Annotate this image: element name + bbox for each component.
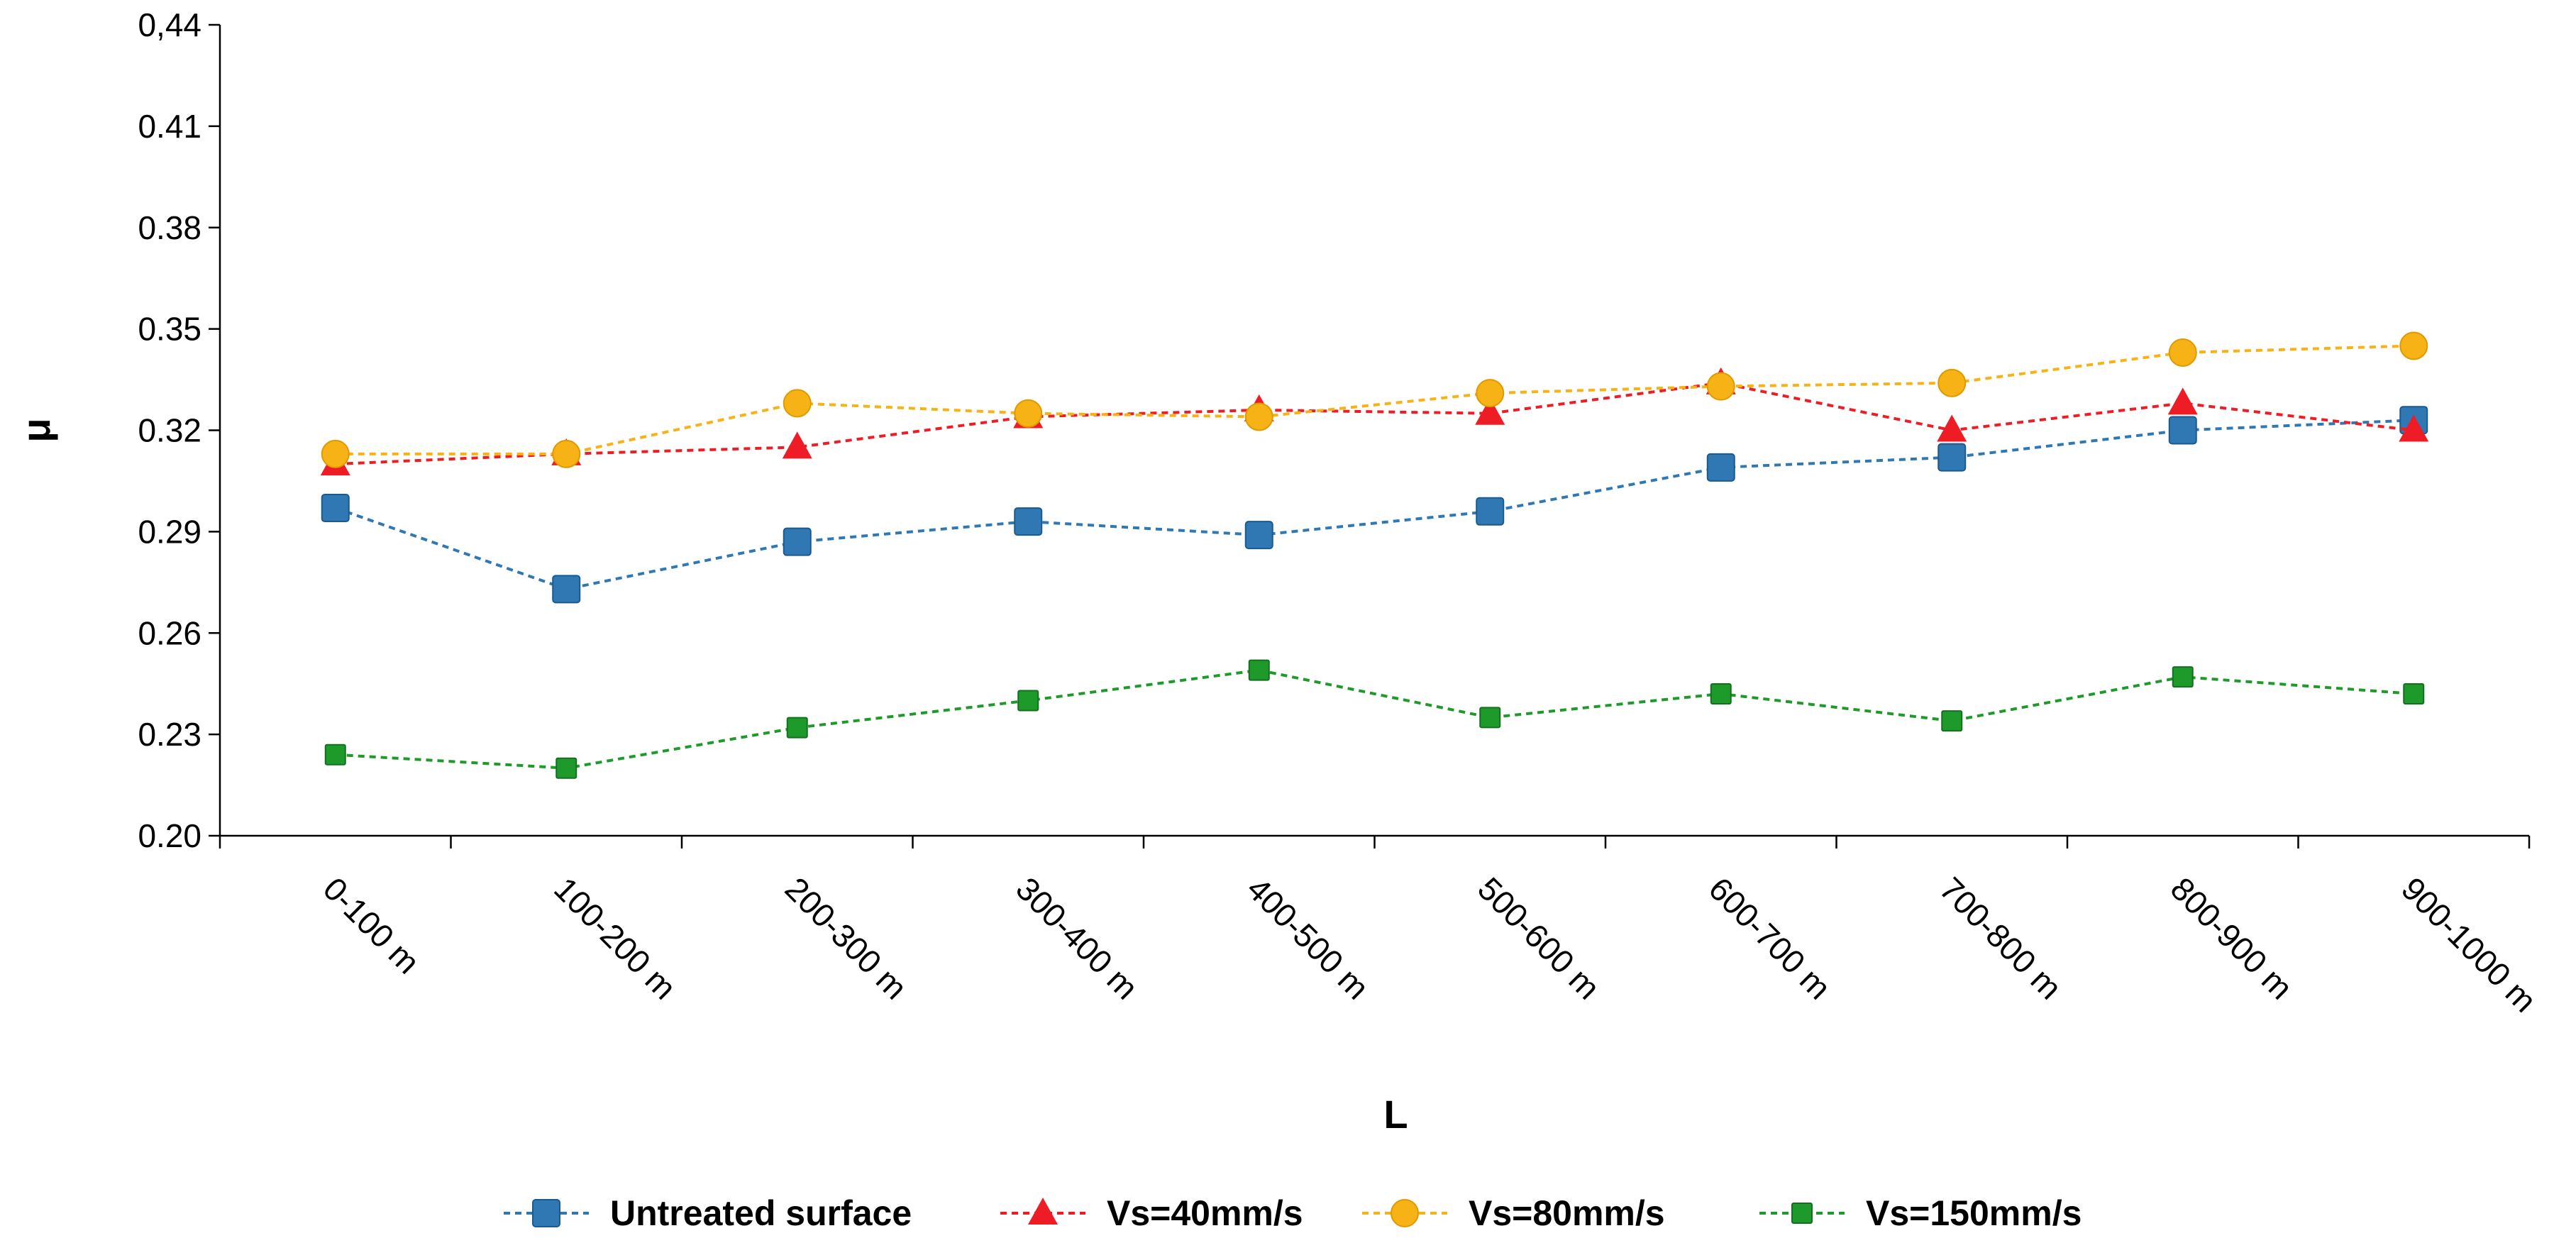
y-tick-label: 0.41 — [138, 108, 201, 145]
data-point — [786, 717, 808, 739]
data-point — [782, 431, 812, 459]
x-tick-label: 400-500 m — [1240, 870, 1376, 1006]
data-point — [2399, 331, 2428, 360]
series-line — [335, 668, 2414, 770]
data-point — [555, 757, 577, 779]
series-vs-150mm-s — [324, 659, 2425, 779]
x-tick-label: 500-600 m — [1471, 870, 1607, 1006]
data-point — [2168, 338, 2197, 367]
data-point — [1937, 368, 1967, 397]
legend-item: Vs=80mm/s — [1362, 1193, 1665, 1233]
y-tick-label: 0.29 — [138, 513, 201, 550]
data-point — [783, 527, 812, 556]
y-axis-title: μ — [13, 418, 58, 442]
data-point — [2168, 416, 2197, 445]
series-line — [335, 419, 2414, 591]
y-tick-label: 0.23 — [138, 716, 201, 753]
x-tick-label: 0-100 m — [316, 870, 427, 980]
legend-label: Vs=150mm/s — [1866, 1193, 2082, 1233]
x-tick-label: 100-200 m — [547, 870, 683, 1006]
data-point — [1476, 497, 1505, 526]
data-point — [2172, 666, 2194, 688]
series-vs-40mm-s — [320, 367, 2429, 476]
data-point — [321, 494, 350, 523]
series-line — [335, 344, 2414, 455]
data-point — [2167, 387, 2198, 415]
x-tick-label: 300-400 m — [1009, 870, 1145, 1006]
data-point — [1937, 414, 1967, 442]
data-point — [1476, 379, 1505, 408]
legend: Untreated surface Vs=40mm/s Vs=80mm/s Vs=15… — [504, 1193, 2082, 1233]
legend-item: Vs=150mm/s — [1759, 1193, 2082, 1233]
legend-item: Untreated surface — [504, 1193, 912, 1233]
data-point — [321, 439, 350, 468]
data-point — [2399, 414, 2429, 442]
legend-label: Vs=40mm/s — [1107, 1193, 1303, 1233]
data-point — [1017, 690, 1039, 712]
data-point — [2403, 682, 2425, 704]
legend-label: Untreated surface — [610, 1193, 912, 1233]
x-axis: 0-100 m 100-200 m 200-300 m 300-400 m 400-50… — [219, 834, 2544, 1019]
y-axis: 0.20 0.23 0.26 0.29 0.32 0.35 0.38 0.41 0,44 — [138, 6, 221, 854]
data-point — [1941, 710, 1963, 732]
x-tick-label: 200-300 m — [778, 870, 914, 1006]
legend-swatch-marker — [1791, 1203, 1813, 1224]
data-point — [1937, 443, 1967, 472]
data-point — [552, 575, 581, 604]
data-point — [783, 389, 812, 418]
x-tick-label: 800-900 m — [2164, 870, 2300, 1006]
y-tick-label: 0,44 — [138, 6, 201, 43]
legend-swatch-marker — [1391, 1199, 1419, 1227]
data-point — [1248, 659, 1270, 681]
data-point — [1475, 397, 1505, 425]
data-point — [1479, 707, 1501, 729]
y-tick-label: 0.26 — [138, 614, 201, 651]
series-vs-80mm-s — [321, 331, 2428, 468]
data-point — [324, 744, 346, 766]
series-line — [335, 381, 2414, 466]
legend-swatch-marker — [532, 1199, 560, 1227]
data-point — [1706, 372, 1735, 401]
legend-swatch-marker — [1028, 1198, 1058, 1225]
series-untreated-surface — [321, 406, 2428, 604]
data-point — [1244, 521, 1273, 550]
data-point — [1706, 453, 1735, 482]
y-tick-label: 0.32 — [138, 412, 201, 449]
y-tick-label: 0.35 — [138, 311, 201, 348]
data-point — [1014, 399, 1043, 428]
data-point — [1014, 507, 1043, 536]
x-tick-label: 600-700 m — [1702, 870, 1838, 1006]
x-axis-title: L — [1383, 1092, 1408, 1137]
data-point — [1244, 402, 1273, 431]
y-tick-label: 0.38 — [138, 209, 201, 246]
legend-item: Vs=40mm/s — [1000, 1193, 1303, 1233]
data-point — [552, 439, 581, 468]
data-point — [1710, 682, 1732, 704]
x-tick-label: 900-1000 m — [2394, 870, 2543, 1019]
series-layer — [320, 331, 2429, 779]
y-tick-label: 0.20 — [138, 817, 201, 854]
x-tick-label: 700-800 m — [1933, 870, 2069, 1006]
legend-label: Vs=80mm/s — [1469, 1193, 1665, 1233]
